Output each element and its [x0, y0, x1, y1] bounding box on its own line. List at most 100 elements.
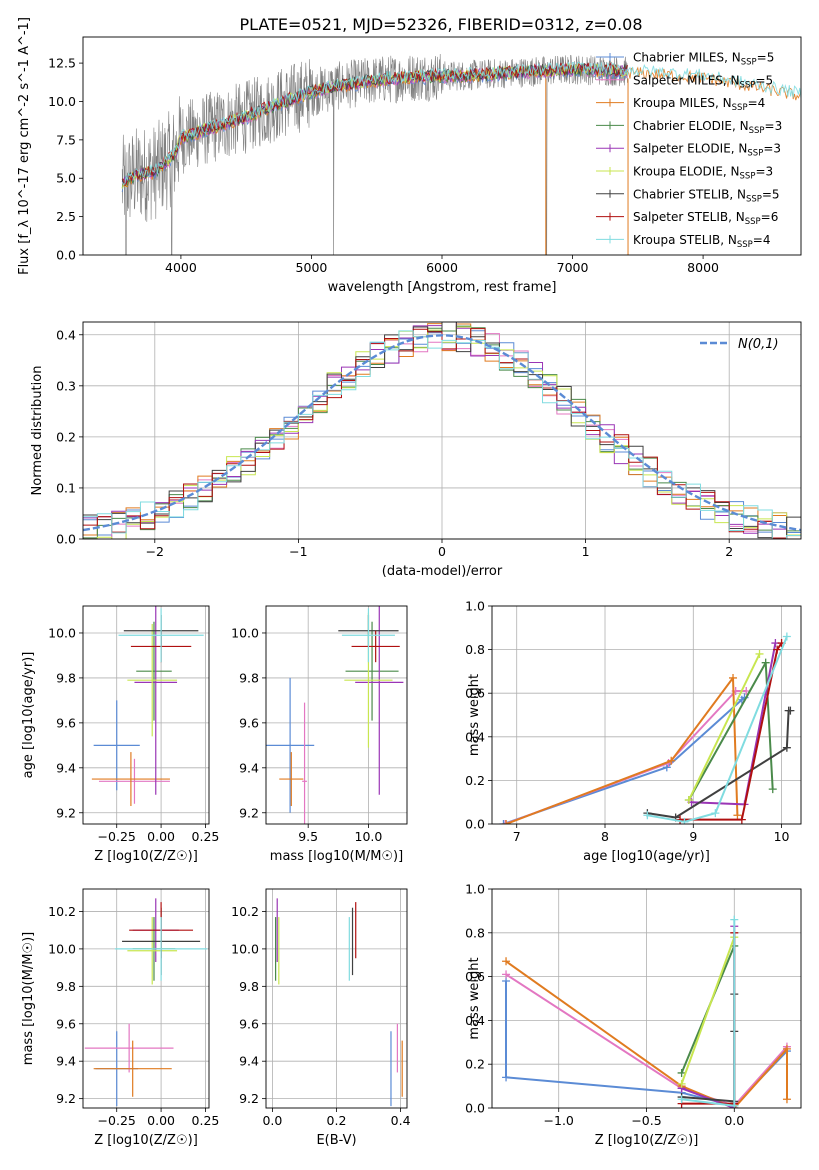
y-tick-label: 7.5 [56, 132, 76, 147]
x-tick-label: 10 [774, 829, 790, 844]
x-tick-label: 0.25 [192, 829, 220, 844]
panel-residuals: −2 −1 0 1 2 0.0 0.1 0.2 0.3 0.4 (data-model)/error… [30, 321, 802, 579]
plot-area [83, 322, 801, 539]
mass-weight-marker [761, 658, 770, 667]
panel-massweight-age: 7 8 9 10 0.0 0.2 0.4 0.6 0.8 1.0 age [log10(age/yr… [465, 599, 802, 864]
gridlines [83, 889, 209, 1108]
axes-frame [82, 321, 802, 540]
y-tick-label: 0.2 [465, 1057, 485, 1072]
mass-weight-marker [677, 1095, 686, 1104]
mass-weight-marker [773, 645, 782, 654]
y-axis-label: Flux [f_λ 10^-17 erg cm^-2 s^-1 A^-1] [17, 17, 32, 275]
x-tick-label: 10.0 [355, 829, 383, 844]
gridlines [266, 889, 407, 1108]
x-tick-label: −1.0 [544, 1113, 574, 1128]
plot-area [266, 606, 404, 824]
mass-weight-marker [733, 811, 742, 820]
mass-weight-marker [711, 809, 720, 818]
mass-weight-line [680, 642, 783, 821]
y-tick-label: 9.8 [56, 670, 76, 685]
x-tick-label: 0.0 [262, 1113, 282, 1128]
gaussian-curve [83, 334, 801, 532]
legend: Chabrier MILES, NSSP=5 Salpeter MILES, NS… [596, 51, 782, 250]
plot-area [121, 53, 801, 255]
mass-weight-line [687, 653, 761, 801]
mass-weight-line [503, 696, 746, 824]
mass-weight-line [680, 936, 736, 1085]
y-tick-label: 1.0 [465, 599, 485, 614]
x-tick-label: −2 [146, 544, 164, 559]
axes-frame [265, 888, 408, 1109]
x-tick-label: 4000 [165, 260, 197, 275]
mass-weight-marker [501, 820, 510, 824]
panel-spectrum: 4000 5000 6000 7000 8000 0.0 2.5 5.0 7.5 10.0 12.5… [17, 17, 802, 295]
legend-entry: Kroupa STELIB, NSSP=4 [633, 233, 771, 250]
y-axis-label: mass weight [467, 957, 482, 1039]
y-tick-label: 9.4 [56, 1054, 76, 1069]
legend-entry: Salpeter MILES, NSSP=5 [633, 73, 773, 90]
y-tick-label: 0.4 [465, 729, 485, 744]
y-tick-label: 9.8 [56, 979, 76, 994]
plot-area [84, 898, 208, 1107]
y-tick-label: 0.3 [56, 378, 76, 393]
x-tick-label: 2 [725, 544, 733, 559]
x-tick-label: 0.0 [724, 1113, 744, 1128]
mass-weight-marker [502, 957, 511, 966]
mass-weight-marker [502, 970, 511, 979]
legend-entry: Kroupa MILES, NSSP=4 [633, 96, 765, 113]
mass-weight-marker [730, 915, 739, 924]
x-axis-label: wavelength [Angstrom, rest frame] [328, 280, 557, 295]
y-axis-label: mass [log10(M/M☉)] [21, 932, 36, 1065]
x-tick-label: 9.5 [298, 829, 318, 844]
mass-weight-line [681, 926, 736, 1108]
y-tick-label: 0.0 [465, 817, 485, 832]
y-tick-label: 0.8 [465, 642, 485, 657]
y-tick-label: 1.0 [465, 882, 485, 897]
mass-weight-marker [782, 1044, 791, 1053]
x-tick-label: 6000 [426, 260, 458, 275]
y-axis-label: Normed distribution [30, 366, 45, 496]
figure-title: PLATE=0521, MJD=52326, FIBERID=0312, z=0… [239, 15, 642, 34]
gridlines [83, 606, 209, 824]
mass-weight-marker [499, 820, 508, 824]
legend-entry: Chabrier ELODIE, NSSP=3 [633, 119, 782, 136]
x-tick-label: −1 [289, 544, 307, 559]
x-tick-label: 9 [689, 829, 697, 844]
mass-weight-line [505, 960, 788, 1108]
y-tick-label: 0.6 [465, 686, 485, 701]
mass-weight-marker [730, 1101, 739, 1108]
y-tick-label: 9.4 [239, 760, 259, 775]
mass-weight-marker [768, 785, 777, 794]
gridlines [492, 888, 801, 1109]
legend-entry: N(0,1) [738, 337, 779, 352]
x-tick-label: 5000 [296, 260, 328, 275]
y-tick-label: 2.5 [56, 209, 76, 224]
model-spectrum [121, 64, 801, 188]
mass-weight-marker [677, 1068, 686, 1077]
y-tick-label: 0.4 [56, 327, 76, 342]
y-tick-label: 9.2 [239, 805, 259, 820]
y-tick-label: 0.1 [56, 480, 76, 495]
y-tick-label: 10.0 [48, 625, 76, 640]
y-tick-label: 9.4 [239, 1054, 259, 1069]
mass-weight-marker [737, 815, 746, 824]
y-tick-label: 10.0 [231, 625, 259, 640]
mass-weight-marker [782, 743, 791, 752]
plot-area [275, 898, 403, 1107]
x-tick-label: 0.25 [192, 1113, 220, 1128]
x-axis-label: (data-model)/error [382, 564, 503, 579]
panel-age-Z: −0.25 0.00 0.25 9.2 9.4 9.6 9.8 10.0 Z [log10(Z/… [21, 605, 220, 864]
axes-frame [82, 605, 210, 825]
mass-weight-marker [729, 673, 738, 682]
legend-entry: Salpeter STELIB, NSSP=6 [633, 210, 778, 227]
x-axis-label: E(B-V) [316, 1133, 356, 1148]
y-tick-label: 9.2 [239, 1091, 259, 1106]
axes-frame [82, 888, 210, 1109]
y-tick-label: 0.6 [465, 969, 485, 984]
x-tick-label: 0 [438, 544, 446, 559]
x-tick-label: 0.00 [147, 829, 175, 844]
y-axis-label: age [log10(age/yr)] [21, 652, 36, 779]
mass-weight-marker [782, 1095, 791, 1104]
plot-area [499, 632, 795, 824]
